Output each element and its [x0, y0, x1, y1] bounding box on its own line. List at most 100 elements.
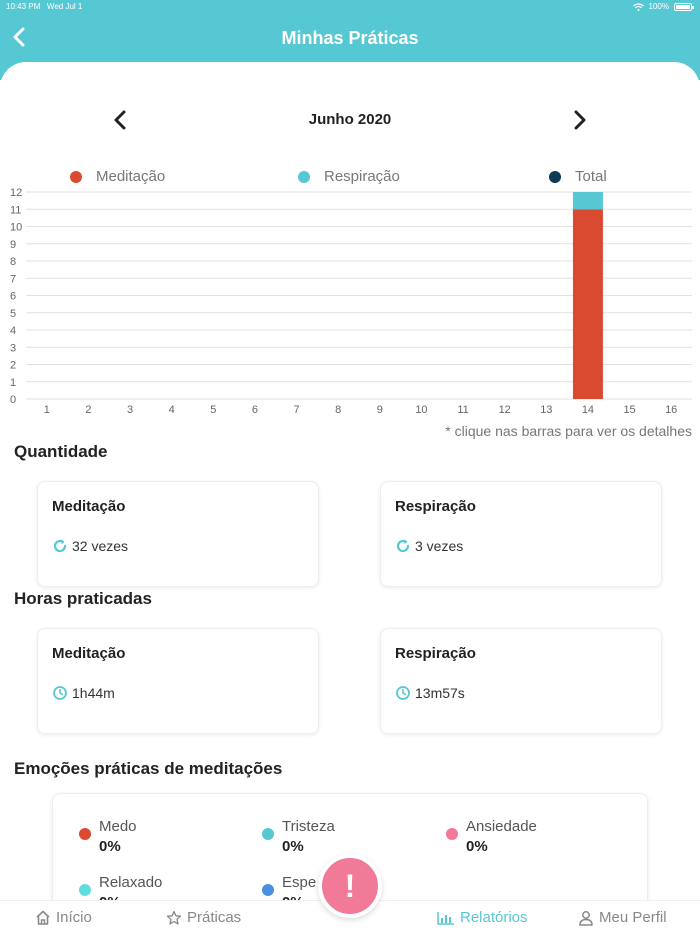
- section-title-emocoes: Emoções práticas de meditações: [14, 759, 283, 778]
- emotion-dot: [79, 828, 91, 840]
- x-tick-label: 14: [582, 404, 594, 416]
- back-button[interactable]: [8, 24, 30, 50]
- next-month-button[interactable]: [570, 108, 590, 132]
- legend-dot-respiracao: [298, 170, 310, 183]
- emotion-name: Tristeza: [282, 818, 335, 835]
- x-tick-label: 1: [44, 404, 50, 416]
- legend-label-respiracao: Respiração: [324, 168, 400, 185]
- tab-label: Meu Perfil: [599, 909, 667, 926]
- refresh-icon: [396, 539, 410, 553]
- legend-total: Total: [549, 168, 607, 185]
- alert-button[interactable]: !: [318, 854, 382, 918]
- tab-meu-perfil[interactable]: Meu Perfil: [578, 909, 667, 926]
- card-horas-meditacao: Meditação 1h44m: [37, 628, 319, 734]
- y-tick-label: 8: [10, 256, 16, 268]
- card-horas-respiracao: Respiração 13m57s: [380, 628, 662, 734]
- bar-chart-icon: [437, 911, 454, 925]
- card-quantidade-meditacao: Meditação 32 vezes: [37, 481, 319, 587]
- legend-meditacao: Meditação: [70, 168, 165, 185]
- status-date: Wed Jul 1: [46, 2, 83, 11]
- card-title: Respiração: [395, 498, 476, 515]
- x-tick-label: 9: [377, 404, 383, 416]
- y-tick-label: 0: [10, 394, 16, 406]
- x-tick-label: 3: [127, 404, 133, 416]
- tab-label: Início: [56, 909, 92, 926]
- card-value: 32 vezes: [52, 538, 128, 554]
- x-tick-label: 6: [252, 404, 258, 416]
- bar-respiracao-day-14: [572, 192, 603, 210]
- card-title: Meditação: [52, 645, 126, 662]
- battery-icon: [674, 2, 694, 11]
- x-tick-label: 11: [457, 404, 468, 416]
- x-tick-label: 2: [85, 404, 91, 416]
- x-tick-label: 4: [169, 404, 175, 416]
- month-label: Junho 2020: [308, 111, 392, 128]
- chevron-left-icon: [114, 110, 126, 130]
- y-tick-label: 2: [10, 360, 16, 372]
- tab-relatorios[interactable]: Relatórios: [437, 909, 528, 926]
- legend-dot-meditacao: [70, 170, 82, 183]
- x-tick-label: 12: [499, 404, 511, 416]
- section-title-horas: Horas praticadas: [14, 589, 152, 608]
- x-tick-label: 15: [623, 404, 635, 416]
- emotion-name: Ansiedade: [466, 818, 537, 835]
- legend-label-total: Total: [575, 168, 607, 185]
- legend-respiracao: Respiração: [298, 168, 400, 185]
- y-tick-label: 3: [10, 342, 16, 354]
- previous-month-button[interactable]: [110, 108, 130, 132]
- y-tick-label: 9: [10, 239, 16, 251]
- clock-icon: [396, 686, 410, 700]
- emotion-dot: [262, 884, 274, 896]
- section-title-quantidade: Quantidade: [14, 442, 108, 461]
- status-right: 100%: [632, 2, 694, 11]
- hours-respiracao: 13m57s: [415, 685, 465, 701]
- x-tick-label: 7: [294, 404, 300, 416]
- chart-note: * clique nas barras para ver os detalhes: [445, 423, 692, 439]
- refresh-icon: [53, 539, 67, 553]
- card-value: 13m57s: [395, 685, 465, 701]
- x-tick-label: 16: [665, 404, 677, 416]
- battery-percent: 100%: [648, 2, 669, 11]
- legend-dot-total: [549, 170, 561, 183]
- emotion-percent: 0%: [466, 838, 488, 855]
- x-tick-label: 10: [415, 404, 427, 416]
- y-tick-label: 10: [10, 222, 22, 234]
- clock-icon: [53, 686, 67, 700]
- user-icon: [579, 910, 593, 926]
- y-tick-label: 4: [10, 325, 16, 337]
- y-tick-label: 1: [10, 377, 16, 389]
- legend-label-meditacao: Meditação: [96, 168, 166, 185]
- bar-meditacao-day-14: [572, 209, 603, 399]
- month-navigator: Junho 2020: [0, 108, 700, 132]
- star-icon: [166, 910, 182, 925]
- wifi-icon: [632, 2, 644, 11]
- emotion-name: Medo: [99, 818, 137, 835]
- x-tick-label: 8: [335, 404, 341, 416]
- y-tick-label: 11: [10, 204, 21, 216]
- emotion-dot: [446, 828, 458, 840]
- count-respiracao: 3 vezes: [415, 538, 464, 554]
- emotion-name: Relaxado: [99, 874, 163, 891]
- chevron-left-icon: [13, 27, 25, 47]
- emotion-percent: 0%: [99, 838, 121, 855]
- card-title: Respiração: [395, 645, 476, 662]
- card-value: 1h44m: [52, 685, 115, 701]
- status-bar: 10:43 PM Wed Jul 1 100%: [6, 2, 694, 14]
- card-title: Meditação: [52, 498, 126, 515]
- emotion-name: Espe: [282, 874, 317, 891]
- y-tick-label: 5: [10, 308, 16, 320]
- emotion-percent: 0%: [282, 838, 304, 855]
- emotion-dot: [79, 884, 91, 896]
- emotion-dot: [262, 828, 274, 840]
- tab-label: Relatórios: [460, 909, 528, 926]
- exclamation-icon: !: [344, 867, 356, 904]
- tab-inicio[interactable]: Início: [35, 909, 92, 926]
- tab-label: Práticas: [187, 909, 242, 926]
- status-time-date: 10:43 PM Wed Jul 1: [6, 2, 82, 11]
- card-value: 3 vezes: [395, 538, 463, 554]
- tab-praticas[interactable]: Práticas: [166, 909, 241, 926]
- home-icon: [36, 910, 50, 925]
- x-tick-label: 5: [210, 404, 216, 416]
- y-tick-label: 7: [10, 273, 16, 285]
